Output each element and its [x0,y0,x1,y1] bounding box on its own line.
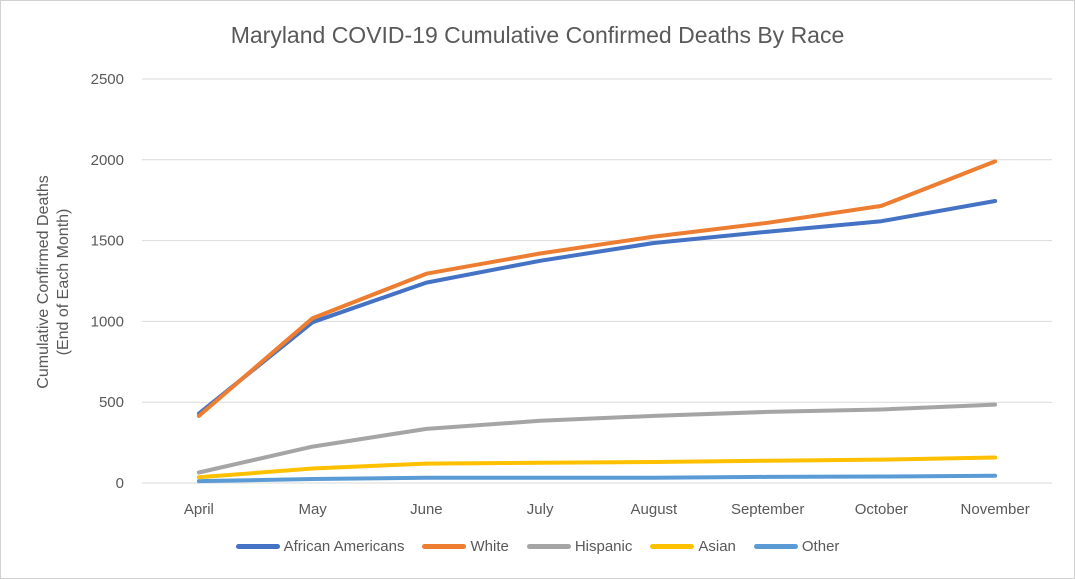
y-axis-ticks: 0 500 1000 1500 2000 2500 [91,71,124,492]
legend-swatch [526,544,571,549]
legend-label: Asian [698,538,736,555]
legend-label: Hispanic [574,538,633,555]
y-tick-label: 1000 [91,313,124,330]
legend-swatch [650,544,695,549]
legend-swatch [235,544,280,549]
legend-swatch [422,544,467,549]
series-lines [196,159,998,484]
legend-label: African Americans [283,538,405,555]
x-tick-label: September [731,501,804,518]
legend-item-african-americans: African Americans [235,538,405,555]
series-line-african-americans [196,199,998,416]
x-tick-label: August [631,501,679,518]
y-tick-label: 2500 [91,71,124,88]
x-tick-label: July [527,501,554,518]
legend-label: Other [801,538,840,555]
series-line-white [196,159,998,418]
x-tick-label: November [961,501,1030,518]
x-axis-ticks: April May June July August September October No… [184,501,1030,518]
y-tick-label: 1500 [91,233,124,250]
series-line-other [196,473,998,484]
x-tick-label: May [298,501,327,518]
legend-label: White [470,538,509,555]
legend-item-asian: Asian [650,538,736,555]
gridlines [142,78,1052,484]
y-axis-label-line1: Cumulative Confirmed Deaths [35,175,52,388]
y-axis-label-line2: (End of Each Month) [55,209,72,356]
y-tick-label: 500 [99,394,124,411]
x-tick-label: June [410,501,443,518]
y-tick-label: 0 [116,475,124,492]
legend-item-white: White [422,538,509,555]
series-line-hispanic [196,402,998,475]
series-line-asian [196,455,998,480]
legend-item-hispanic: Hispanic [526,538,633,555]
legend: African Americans White Hispanic Asian Other [0,538,1075,555]
x-tick-label: April [184,501,214,518]
legend-swatch [753,544,798,549]
x-tick-label: October [855,501,908,518]
chart-title: Maryland COVID-19 Cumulative Confirmed D… [230,22,845,48]
legend-item-other: Other [753,538,840,555]
y-tick-label: 2000 [91,152,124,169]
